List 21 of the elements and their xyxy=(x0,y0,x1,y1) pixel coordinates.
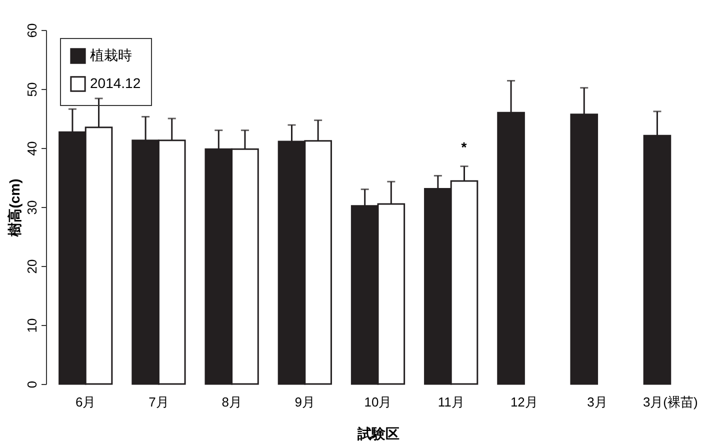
x-tick-label: 7月 xyxy=(148,394,169,410)
y-tick-label: 0 xyxy=(24,380,40,388)
y-tick-label: 30 xyxy=(24,200,40,215)
y-tick-label: 40 xyxy=(24,141,40,156)
x-tick-label: 3月 xyxy=(587,394,608,410)
x-tick-label: 12月 xyxy=(510,394,538,410)
x-tick-label: 3月(裸苗) xyxy=(642,394,698,410)
x-tick-label: 10月 xyxy=(364,394,392,410)
annotation: * xyxy=(461,139,468,155)
x-tick-label: 6月 xyxy=(76,394,96,410)
x-axis-title: 試験区 xyxy=(356,426,400,442)
y-axis-title: 樹高(cm) xyxy=(6,178,22,238)
x-tick-label: 8月 xyxy=(222,394,242,410)
x-tick-label: 9月 xyxy=(294,394,316,410)
legend-label: 2014.12 xyxy=(90,75,141,91)
y-tick-label: 50 xyxy=(24,82,40,97)
y-tick-label: 60 xyxy=(24,23,40,38)
x-tick-label: 11月 xyxy=(438,394,464,410)
y-tick-label: 10 xyxy=(24,318,40,333)
y-tick-label: 20 xyxy=(24,259,40,274)
legend-label: 植栽時 xyxy=(90,47,132,63)
